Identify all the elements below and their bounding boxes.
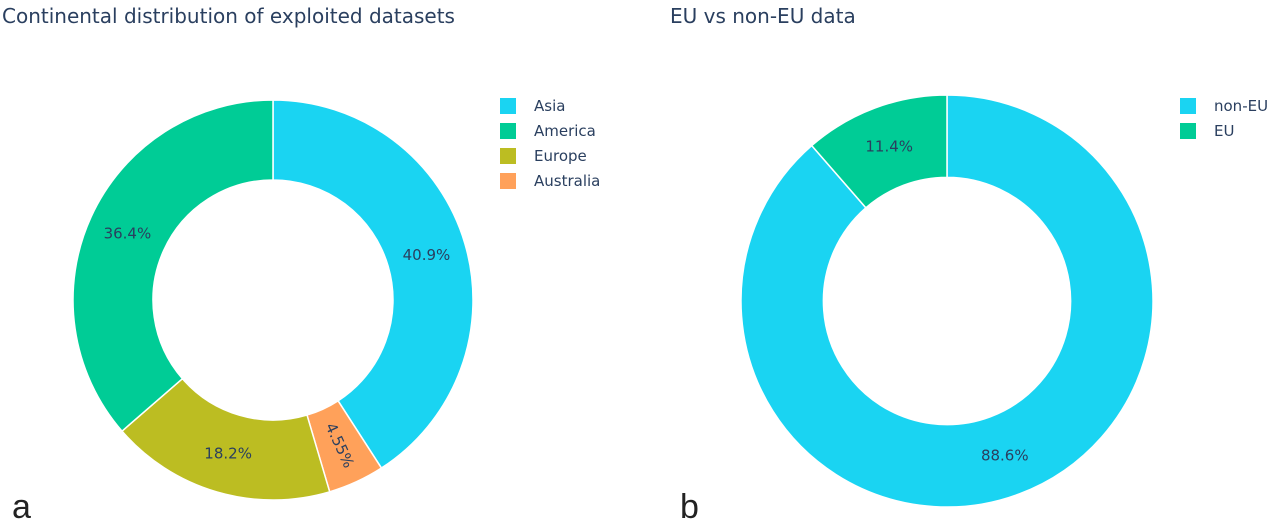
- legend-item-europe[interactable]: Europe: [500, 147, 587, 165]
- slice-label-america: 36.4%: [104, 225, 152, 243]
- slice-asia[interactable]: [272, 99, 474, 470]
- panel-label-b: b: [680, 488, 699, 525]
- legend-item-australia[interactable]: Australia: [500, 172, 600, 190]
- slice-non-eu[interactable]: [740, 94, 1154, 508]
- legend-swatch-eu: [1180, 123, 1196, 139]
- slice-label-asia: 40.9%: [403, 246, 451, 264]
- donut-eu: 88.6% 11.4%: [740, 94, 1154, 508]
- chart-title-eu: EU vs non-EU data: [670, 4, 856, 28]
- legend-item-america[interactable]: America: [500, 122, 596, 140]
- legend-label-australia: Australia: [534, 172, 600, 190]
- legend-swatch-australia: [500, 173, 516, 189]
- chart-eu: EU vs non-EU data 88.6% 11.4% non-EU EU b: [670, 4, 1268, 525]
- slice-label-europe: 18.2%: [204, 445, 252, 463]
- legend-swatch-america: [500, 123, 516, 139]
- legend-swatch-non-eu: [1180, 98, 1196, 114]
- slice-label-eu: 11.4%: [865, 138, 913, 156]
- legend-swatch-europe: [500, 148, 516, 164]
- slice-label-non-eu: 88.6%: [981, 446, 1029, 464]
- legend-label-america: America: [534, 122, 596, 140]
- donut-continental: 40.9%4.55%18.2%36.4%: [72, 99, 474, 501]
- legend-item-non-eu[interactable]: non-EU: [1180, 97, 1268, 115]
- chart-title-continental: Continental distribution of exploited da…: [2, 4, 455, 28]
- slice-america[interactable]: [72, 99, 274, 433]
- legend-label-asia: Asia: [534, 97, 565, 115]
- legend-continental: Asia America Europe Australia: [500, 97, 600, 190]
- chart-continental: Continental distribution of exploited da…: [2, 4, 600, 525]
- legend-item-eu[interactable]: EU: [1180, 122, 1234, 140]
- legend-eu: non-EU EU: [1180, 97, 1268, 140]
- legend-item-asia[interactable]: Asia: [500, 97, 565, 115]
- slice-eu[interactable]: [810, 94, 948, 209]
- legend-label-non-eu: non-EU: [1214, 97, 1268, 115]
- legend-label-europe: Europe: [534, 147, 587, 165]
- legend-swatch-asia: [500, 98, 516, 114]
- panel-label-a: a: [12, 488, 31, 525]
- legend-label-eu: EU: [1214, 122, 1234, 140]
